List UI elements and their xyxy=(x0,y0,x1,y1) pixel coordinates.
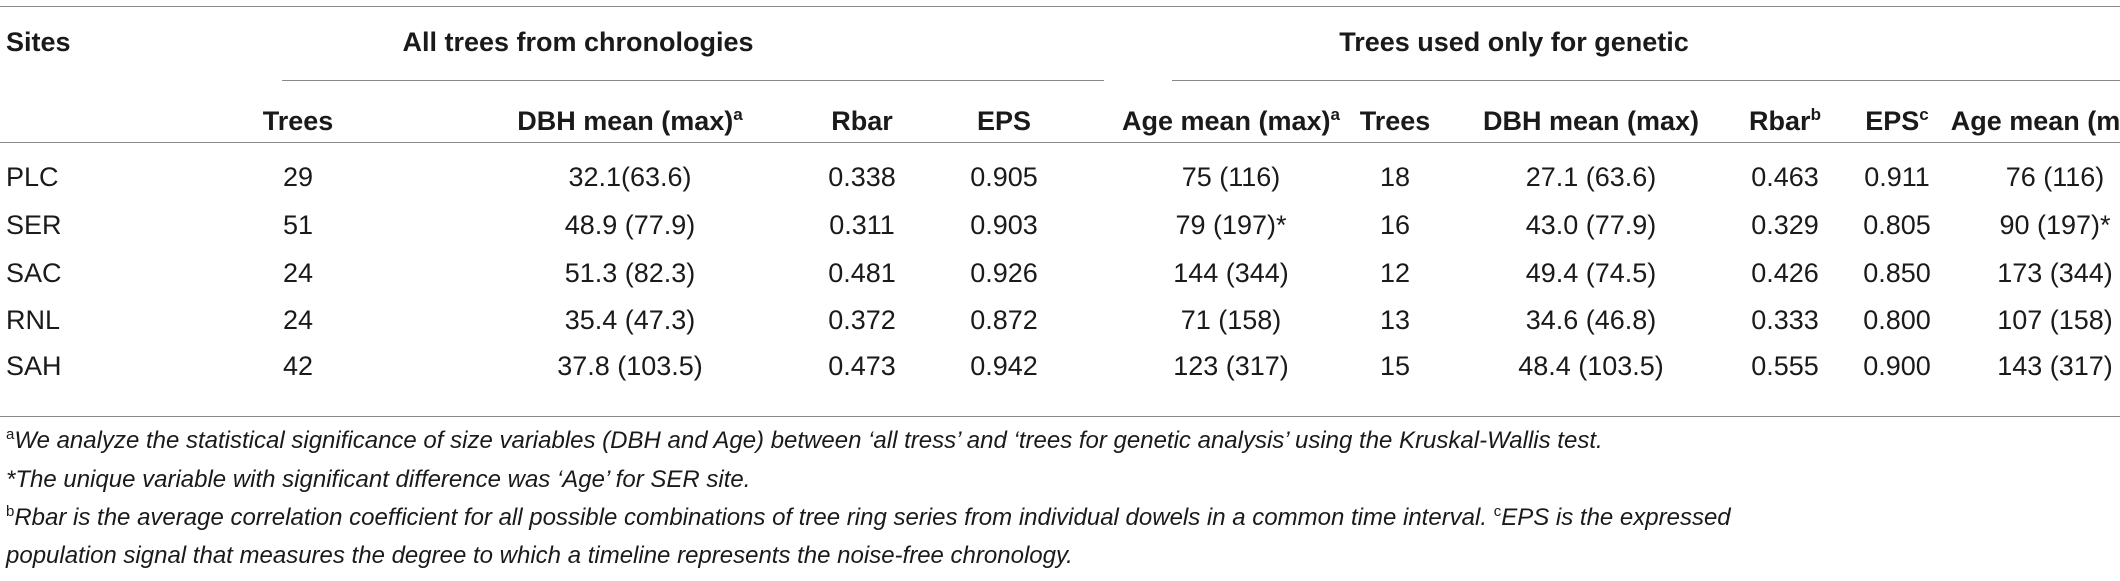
table-cell: 32.1(63.6) xyxy=(568,162,692,192)
table-cell: 16 xyxy=(1379,210,1411,240)
table-cell: 0.481 xyxy=(828,258,896,288)
table-cell: 173 (344) xyxy=(1997,258,2113,288)
table-cell: 34.6 (46.8) xyxy=(1525,305,1657,335)
table-cell: 0.473 xyxy=(828,351,896,381)
table-cell: 0.338 xyxy=(828,162,896,192)
column-header: DBH mean (max)a xyxy=(517,105,743,136)
table-cell: 79 (197)* xyxy=(1175,210,1287,240)
table-cell: 71 (158) xyxy=(1180,305,1282,335)
header-sites: Sites xyxy=(6,27,71,57)
table-cell: 49.4 (74.5) xyxy=(1525,258,1657,288)
row-site-label: SER xyxy=(6,210,62,240)
row-site-label: SAH xyxy=(6,351,62,381)
column-header: Rbar xyxy=(831,106,893,136)
table-cell: 29 xyxy=(282,162,314,192)
table-cell: 123 (317) xyxy=(1173,351,1289,381)
table-cell: 35.4 (47.3) xyxy=(564,305,696,335)
group-rule-genetic xyxy=(1172,80,2120,81)
table-cell: 0.311 xyxy=(829,210,895,240)
table-cell: 0.805 xyxy=(1863,210,1931,240)
footnote-a: aWe analyze the statistical significance… xyxy=(6,426,1603,454)
table-cell: 0.372 xyxy=(828,305,896,335)
group-header-all-trees: All trees from chronologies xyxy=(402,27,754,57)
table-cell: 13 xyxy=(1379,305,1411,335)
table-cell: 0.426 xyxy=(1751,258,1819,288)
bottom-rule xyxy=(0,416,2120,417)
table-cell: 24 xyxy=(282,305,314,335)
table-cell: 12 xyxy=(1379,258,1411,288)
column-header: EPSc xyxy=(1865,105,1929,136)
table-cell: 0.911 xyxy=(1864,162,1930,192)
table-cell: 0.926 xyxy=(970,258,1038,288)
table-cell: 0.333 xyxy=(1751,305,1819,335)
table-cell: 0.942 xyxy=(970,351,1038,381)
table-cell: 48.9 (77.9) xyxy=(564,210,696,240)
table-cell: 51.3 (82.3) xyxy=(564,258,696,288)
group-header-genetic-trees: Trees used only for genetic xyxy=(1339,27,1689,57)
table-cell: 0.463 xyxy=(1751,162,1819,192)
table-cell: 42 xyxy=(282,351,314,381)
table-cell: 144 (344) xyxy=(1173,258,1289,288)
table-cell: 15 xyxy=(1379,351,1411,381)
table-cell: 27.1 (63.6) xyxy=(1525,162,1657,192)
table-cell: 48.4 (103.5) xyxy=(1518,351,1664,381)
column-header: Age mean (max) xyxy=(1950,106,2120,136)
column-header: Trees xyxy=(1359,106,1431,136)
table-cell: 24 xyxy=(282,258,314,288)
table-cell: 18 xyxy=(1379,162,1411,192)
table-cell: 0.903 xyxy=(970,210,1038,240)
column-header: Age mean (max)a xyxy=(1121,105,1341,136)
table-cell: 51 xyxy=(282,210,314,240)
column-header: EPS xyxy=(976,106,1032,136)
table-cell: 37.8 (103.5) xyxy=(557,351,703,381)
header-rule xyxy=(0,142,2120,143)
column-header: Trees xyxy=(262,106,334,136)
table-cell: 75 (116) xyxy=(1181,162,1281,192)
row-site-label: SAC xyxy=(6,258,62,288)
row-site-label: RNL xyxy=(6,305,61,335)
column-header: Rbarb xyxy=(1749,105,1821,136)
table-cell: 76 (116) xyxy=(2005,162,2105,192)
table-cell: 0.329 xyxy=(1751,210,1819,240)
top-rule xyxy=(0,6,2120,7)
column-header: DBH mean (max) xyxy=(1482,106,1700,136)
footnote-c-continued: population signal that measures the degr… xyxy=(6,542,1073,569)
row-site-label: PLC xyxy=(6,162,59,192)
table-cell: 143 (317) xyxy=(1997,351,2113,381)
table-cell: 107 (158) xyxy=(1997,305,2113,335)
table-cell: 90 (197)* xyxy=(1999,210,2111,240)
table-cell: 0.800 xyxy=(1863,305,1931,335)
table-cell: 43.0 (77.9) xyxy=(1525,210,1657,240)
table-cell: 0.905 xyxy=(970,162,1038,192)
table-cell: 0.850 xyxy=(1863,258,1931,288)
footnote-star: *The unique variable with significant di… xyxy=(6,466,751,493)
footnote-b-c: bRbar is the average correlation coeffic… xyxy=(6,503,1731,531)
table-cell: 0.900 xyxy=(1863,351,1931,381)
group-rule-all xyxy=(282,80,1104,81)
table-cell: 0.872 xyxy=(970,305,1038,335)
table-cell: 0.555 xyxy=(1751,351,1819,381)
